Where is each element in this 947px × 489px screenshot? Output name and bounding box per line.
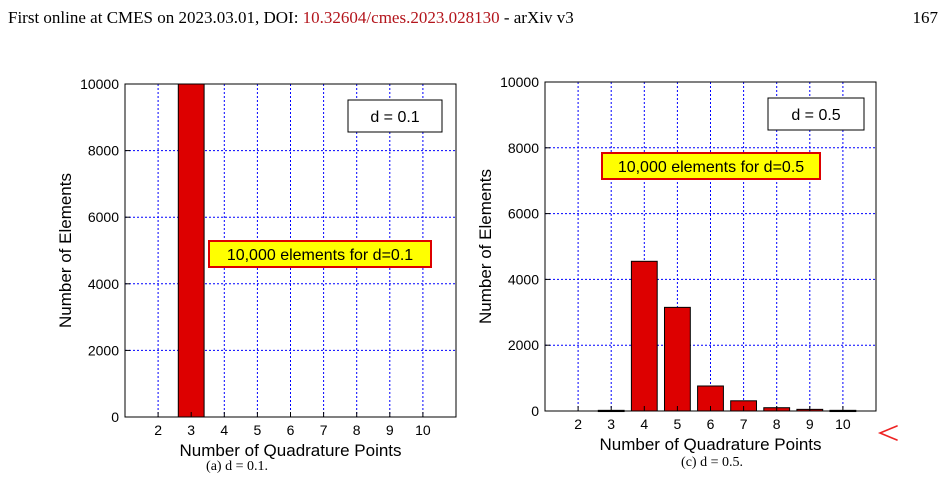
chart2-ytick-label: 10000 bbox=[500, 74, 539, 90]
chart2-xtick-label: 8 bbox=[773, 416, 781, 432]
chart1-y-axis-label: Number of Elements bbox=[56, 173, 75, 328]
doi-link[interactable]: 10.32604/cmes.2023.028130 bbox=[302, 8, 500, 27]
chart2-ytick-label: 0 bbox=[531, 403, 539, 419]
chart2-annotation-text: 10,000 elements for d=0.5 bbox=[618, 159, 804, 176]
chart1-xtick-label: 3 bbox=[187, 422, 195, 438]
chart2-ytick-label: 6000 bbox=[508, 206, 539, 222]
chart1-ytick-label: 4000 bbox=[88, 276, 119, 292]
chart1-xtick-label: 8 bbox=[353, 422, 361, 438]
chart2-xtick-label: 4 bbox=[640, 416, 648, 432]
chart2-xtick-label: 5 bbox=[674, 416, 682, 432]
annotation-arrow-icon bbox=[877, 425, 898, 441]
page-header: First online at CMES on 2023.03.01, DOI:… bbox=[8, 8, 938, 30]
chart2-bar-4 bbox=[630, 260, 658, 412]
chart1-xtick-label: 9 bbox=[386, 422, 394, 438]
chart2-xtick-label: 2 bbox=[574, 416, 582, 432]
chart2-xtick-label: 10 bbox=[835, 416, 851, 432]
chart1-xtick-label: 4 bbox=[220, 422, 228, 438]
chart1-xtick-label: 10 bbox=[415, 422, 431, 438]
chart2-ytick-label: 4000 bbox=[508, 271, 539, 287]
chart1-xtick-label: 2 bbox=[154, 422, 162, 438]
chart2-caption: (c) d = 0.5. bbox=[681, 455, 743, 470]
chart1-annotation-box bbox=[208, 240, 432, 268]
chart1-x-axis-label: Number of Quadrature Points bbox=[179, 441, 401, 460]
chart1-ytick-label: 10000 bbox=[80, 76, 119, 92]
chart1-annotation-text: 10,000 elements for d=0.1 bbox=[227, 247, 413, 264]
chart1-bar-3 bbox=[177, 83, 205, 418]
chart2-ytick-label: 8000 bbox=[508, 140, 539, 156]
chart2-xtick-label: 3 bbox=[607, 416, 615, 432]
chart2-annotation-box bbox=[601, 152, 821, 180]
chart2-y-axis-label: Number of Elements bbox=[476, 169, 495, 324]
page-number: 167 bbox=[912, 8, 939, 27]
chart1-d-value-box bbox=[347, 99, 443, 133]
chart2-ytick-label: 2000 bbox=[508, 337, 539, 353]
header-text: First online at CMES on 2023.03.01, DOI:… bbox=[8, 8, 574, 28]
header-suffix: - arXiv v3 bbox=[499, 8, 574, 27]
chart2-d-value-box bbox=[767, 97, 865, 131]
chart2-d-value-label: d = 0.5 bbox=[791, 107, 840, 124]
chart1-xtick-label: 5 bbox=[254, 422, 262, 438]
chart1-d-value-label: d = 0.1 bbox=[370, 109, 419, 126]
chart2-x-axis-label: Number of Quadrature Points bbox=[599, 435, 821, 454]
chart1-ytick-label: 8000 bbox=[88, 143, 119, 159]
chart1-caption: (a) d = 0.1. bbox=[206, 459, 268, 474]
chart2-bar-5 bbox=[663, 306, 691, 412]
chart2-xtick-label: 9 bbox=[806, 416, 814, 432]
chart2-xtick-label: 6 bbox=[707, 416, 715, 432]
chart1-ytick-label: 6000 bbox=[88, 209, 119, 225]
chart1-xtick-label: 6 bbox=[287, 422, 295, 438]
chart1-ytick-label: 2000 bbox=[88, 342, 119, 358]
chart1-xtick-label: 7 bbox=[320, 422, 328, 438]
chart2-xtick-label: 7 bbox=[740, 416, 748, 432]
header-prefix: First online at CMES on 2023.03.01, DOI: bbox=[8, 8, 303, 27]
chart1-ytick-label: 0 bbox=[111, 409, 119, 425]
